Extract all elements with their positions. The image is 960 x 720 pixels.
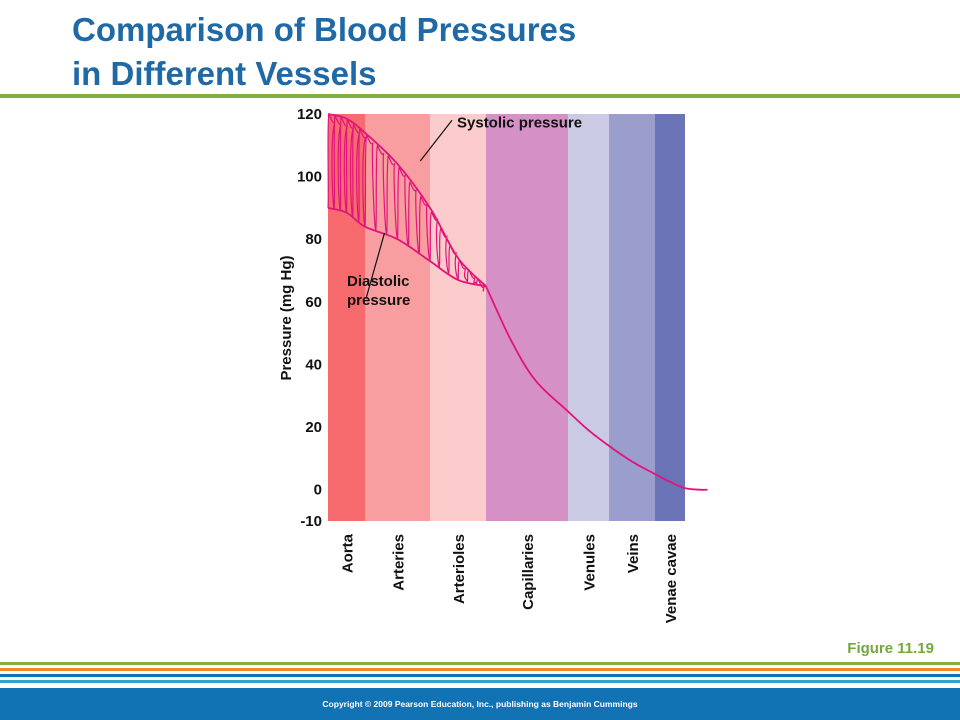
region-venae-cavae [655, 114, 685, 521]
y-axis-label: Pressure (mg Hg) [278, 255, 295, 380]
y-tick-label: 20 [305, 419, 322, 436]
systolic-annotation: Systolic pressure [457, 115, 582, 132]
series-line-diastolic [327, 207, 487, 288]
title-line-1: Comparison of Blood Pressures [72, 11, 577, 48]
y-tick-label: 120 [297, 106, 322, 123]
figure-label: Figure 11.19 [847, 640, 934, 657]
footer-bar: Copyright © 2009 Pearson Education, Inc.… [0, 688, 960, 720]
region-arterioles [430, 114, 486, 521]
region-label-capillaries: Capillaries [520, 534, 537, 610]
footer-stripe-orange [0, 668, 960, 671]
y-tick-label: -10 [300, 513, 322, 530]
systolic-leader-line [419, 119, 453, 162]
footer-stripe-blue [0, 674, 960, 677]
region-label-arterioles: Arterioles [451, 534, 468, 604]
diastolic-annotation-line-1: Diastolic [347, 273, 410, 290]
title-line-2: in Different Vessels [72, 55, 377, 92]
y-tick-label: 80 [305, 231, 322, 248]
footer-stripe-green [0, 662, 960, 665]
region-venules [568, 114, 609, 521]
slide-title: Comparison of Blood Pressures in Differe… [72, 8, 872, 96]
footer-stripe-cyan [0, 680, 960, 683]
region-label-arteries: Arteries [391, 534, 408, 591]
series-line-systolic [327, 113, 487, 287]
region-arteries [365, 114, 430, 521]
region-capillaries [486, 114, 568, 521]
y-tick-label: 0 [314, 482, 322, 499]
title-rule [0, 94, 960, 98]
series-line-mean [485, 285, 708, 491]
diastolic-leader-line [365, 232, 386, 299]
diastolic-annotation-line-2: pressure [347, 292, 410, 309]
region-label-venules: Venules [582, 534, 599, 591]
y-tick-label: 100 [297, 169, 322, 186]
region-label-veins: Veins [625, 534, 642, 573]
region-label-aorta: Aorta [340, 533, 357, 573]
region-label-venae-cavae: Venae cavae [663, 534, 680, 623]
region-veins [609, 114, 655, 521]
y-tick-label: 60 [305, 294, 322, 311]
y-tick-label: 40 [305, 356, 322, 373]
copyright-text: Copyright © 2009 Pearson Education, Inc.… [322, 699, 638, 709]
